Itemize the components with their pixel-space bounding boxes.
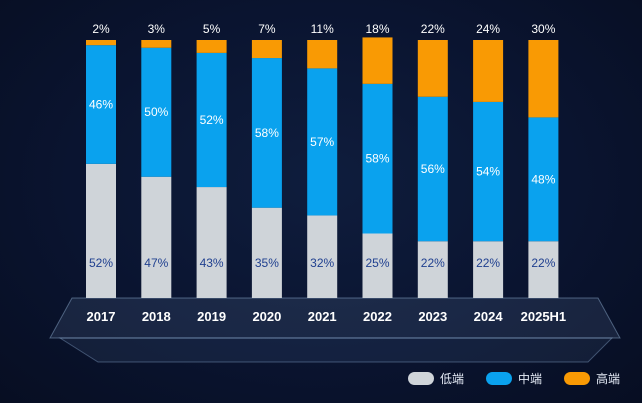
bar-segment <box>473 101 504 242</box>
legend-swatch <box>563 372 590 385</box>
bar-segment <box>196 52 227 188</box>
data-label: 22% <box>421 256 445 270</box>
bar-segment <box>141 40 172 48</box>
bar-segment <box>417 40 448 97</box>
bar-segment <box>528 40 559 118</box>
data-label: 18% <box>365 22 389 36</box>
data-label: 24% <box>476 22 500 36</box>
data-label: 47% <box>144 256 168 270</box>
legend: 低端 中端 高端 <box>407 370 620 387</box>
data-label: 54% <box>476 165 500 179</box>
data-label: 7% <box>258 22 276 36</box>
legend-swatch <box>407 372 434 385</box>
x-tick-label: 2023 <box>418 309 447 324</box>
bar-segment <box>417 241 448 298</box>
legend-item: 中端 <box>485 370 542 387</box>
x-tick-label: 2020 <box>252 309 281 324</box>
bar-segment <box>417 96 448 242</box>
data-label: 30% <box>531 22 555 36</box>
bar-segment <box>251 40 282 59</box>
data-label: 56% <box>421 162 445 176</box>
x-tick-label: 2024 <box>474 309 504 324</box>
x-tick-label: 2017 <box>87 309 116 324</box>
bar-segment <box>362 83 393 234</box>
data-label: 32% <box>310 256 334 270</box>
legend-label: 低端 <box>439 372 464 386</box>
data-label: 58% <box>255 126 279 140</box>
bar-segment <box>362 37 393 84</box>
bar-segment <box>307 215 338 298</box>
bar-segment <box>307 68 338 216</box>
x-tick-label: 2025H1 <box>521 309 567 324</box>
data-label: 43% <box>200 256 224 270</box>
bar-segment <box>528 241 559 298</box>
bar-segment <box>196 187 227 298</box>
x-tick-label: 2018 <box>142 309 171 324</box>
data-label: 22% <box>476 256 500 270</box>
bar-segment <box>141 176 172 298</box>
x-tick-label: 2019 <box>197 309 226 324</box>
bar-segment <box>251 207 282 298</box>
data-label: 22% <box>531 256 555 270</box>
data-label: 22% <box>421 22 445 36</box>
bar-segment <box>196 40 227 53</box>
legend-item: 低端 <box>407 370 464 387</box>
bar-segment <box>528 117 559 242</box>
data-label: 50% <box>144 105 168 119</box>
data-label: 48% <box>531 172 555 186</box>
bar-segment <box>362 233 393 298</box>
bar-segment <box>473 40 504 102</box>
legend-label: 高端 <box>595 372 620 386</box>
legend-label: 中端 <box>517 372 542 386</box>
bar-segment <box>251 58 282 208</box>
bar-segment <box>141 47 172 177</box>
platform-decoration <box>49 297 621 363</box>
bar-segment <box>473 241 504 298</box>
bar-segment <box>86 40 116 46</box>
data-label: 5% <box>203 22 221 36</box>
data-label: 3% <box>148 22 166 36</box>
data-label: 2% <box>92 22 110 36</box>
bar-segment <box>86 45 116 164</box>
data-label: 46% <box>89 98 113 112</box>
data-label: 58% <box>365 152 389 166</box>
legend-swatch <box>485 372 512 385</box>
bar-segment <box>86 163 116 298</box>
legend-item: 高端 <box>563 370 620 387</box>
bar-segment <box>307 40 338 69</box>
data-label: 52% <box>89 256 113 270</box>
data-label: 35% <box>255 256 279 270</box>
data-label: 25% <box>365 256 389 270</box>
data-label: 11% <box>311 22 334 36</box>
x-tick-label: 2022 <box>363 309 392 324</box>
data-label: 52% <box>200 113 224 127</box>
x-tick-label: 2021 <box>308 309 337 324</box>
data-label: 57% <box>310 135 334 149</box>
